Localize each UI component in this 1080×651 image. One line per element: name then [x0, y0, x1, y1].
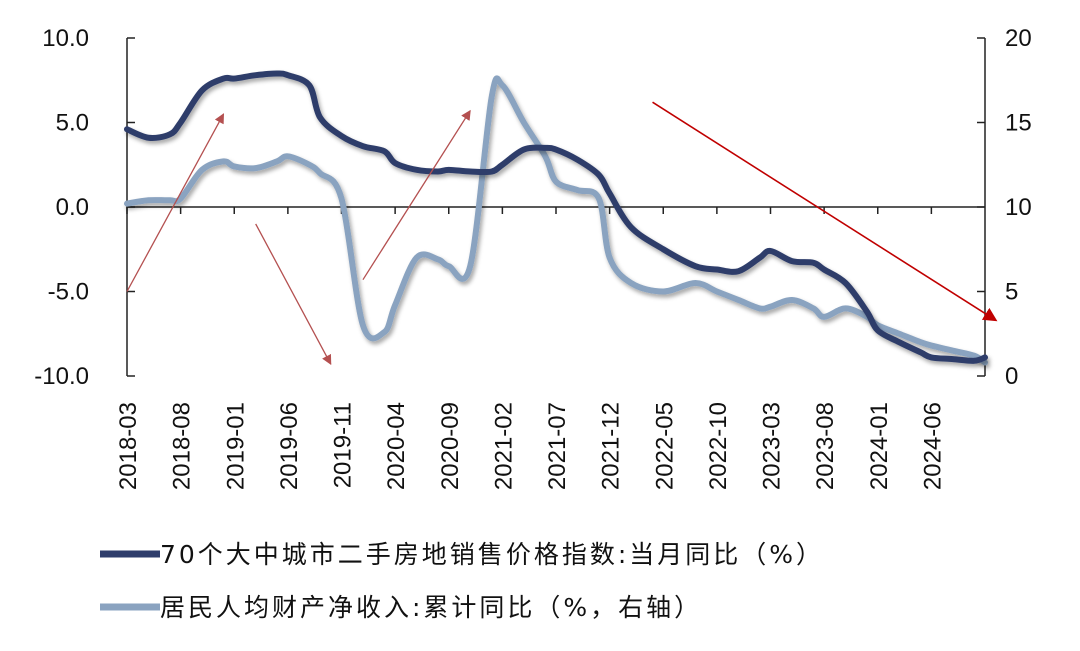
- left-tick-label: 5.0: [56, 110, 89, 137]
- right-tick-label: 20: [1005, 25, 1032, 52]
- left-tick-label: 10.0: [42, 25, 89, 52]
- left-tick-label: -10.0: [34, 363, 89, 390]
- axes: 10.0 5.0 0.0 -5.0 -10.0 20 15 10 5 0 2018-03 2018-0…: [34, 25, 1031, 490]
- legend-label-1: 70个大中城市二手房地销售价格指数:当月同比（%）: [160, 540, 824, 569]
- x-tick-label: 2022-05: [651, 402, 678, 490]
- right-tick-label: 5: [1005, 279, 1018, 306]
- series-line-1: [124, 70, 988, 364]
- x-tick-label: 2021-07: [544, 402, 571, 490]
- trend-arrow-3: [362, 109, 471, 281]
- legend-item-1: 70个大中城市二手房地销售价格指数:当月同比（%）: [100, 540, 824, 569]
- x-tick-label: 2023-03: [759, 402, 786, 490]
- legend-item-2: 居民人均财产净收入:累计同比（%，右轴）: [100, 593, 702, 622]
- x-tick-label: 2023-08: [812, 402, 839, 490]
- left-tick-label: -5.0: [48, 279, 89, 306]
- left-tick-label: 0.0: [56, 194, 89, 221]
- x-tick-label: 2019-01: [222, 402, 249, 490]
- x-tick-label: 2021-02: [490, 402, 517, 490]
- legend-label-2: 居民人均财产净收入:累计同比（%，右轴）: [160, 593, 702, 622]
- right-tick-label: 0: [1005, 363, 1018, 390]
- trend-arrow-2: [255, 223, 332, 366]
- right-tick-label: 15: [1005, 110, 1032, 137]
- trend-arrow-4: [652, 101, 998, 322]
- x-tick-label: 2022-10: [705, 402, 732, 490]
- series-line-2: [124, 75, 988, 366]
- x-tick-label: 2019-11: [330, 402, 357, 488]
- x-tick-label: 2024-06: [919, 402, 946, 490]
- x-tick-label: 2020-09: [437, 402, 464, 490]
- legend: 70个大中城市二手房地销售价格指数:当月同比（%） 居民人均财产净收入:累计同比…: [100, 540, 824, 622]
- trend-arrow-1: [126, 113, 225, 292]
- series-layer: [124, 70, 988, 366]
- x-tick-label: 2018-08: [169, 402, 196, 490]
- right-tick-label: 10: [1005, 194, 1032, 221]
- x-tick-label: 2018-03: [115, 402, 142, 490]
- x-tick-label: 2019-06: [276, 402, 303, 490]
- x-tick-label: 2021-12: [598, 402, 625, 490]
- annotation-arrows: [126, 101, 998, 366]
- x-tick-label: 2024-01: [866, 402, 893, 490]
- x-tick-label: 2020-04: [383, 402, 410, 490]
